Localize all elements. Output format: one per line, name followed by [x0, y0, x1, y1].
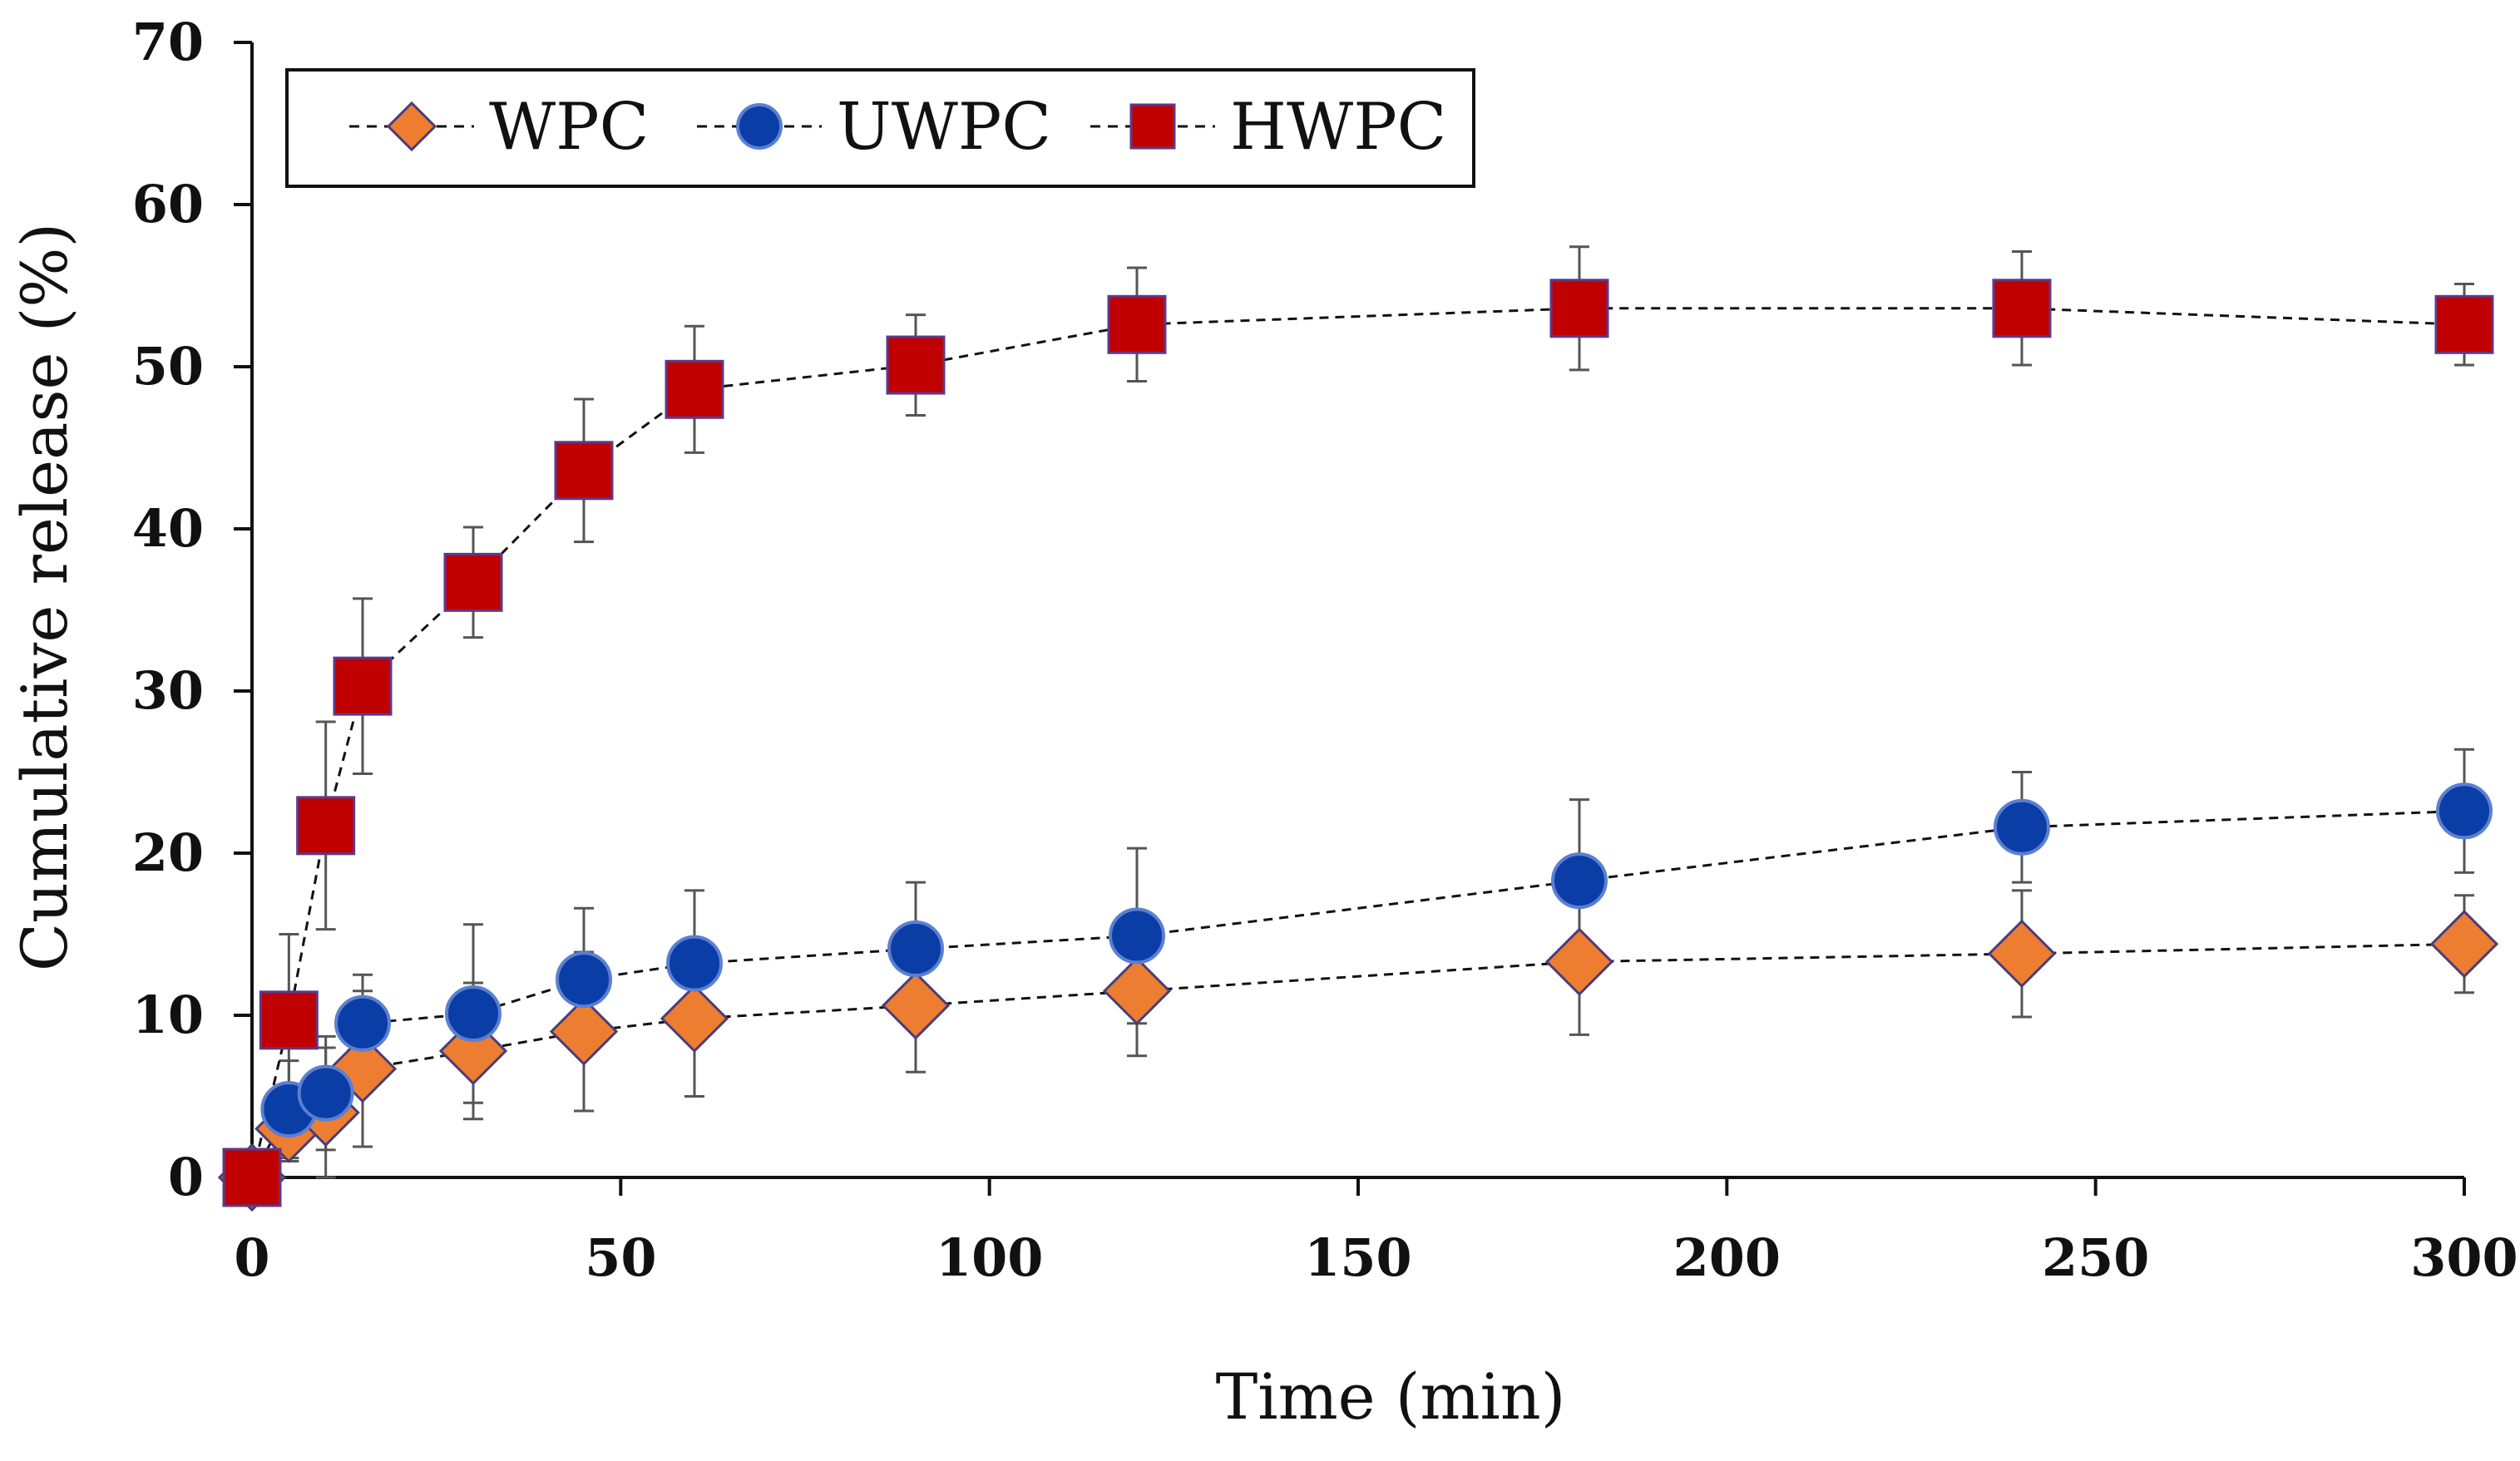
wpc-data-point	[1102, 956, 1172, 1025]
legend-item-hwpc: HWPC	[1090, 90, 1446, 165]
y-axis-title: Cumulative release (%)	[7, 223, 82, 971]
y-tick-label: 40	[132, 498, 204, 559]
uwpc-data-point	[666, 935, 723, 992]
legend-label-hwpc: HWPC	[1230, 90, 1446, 165]
hwpc-data-point	[1549, 279, 1609, 338]
x-tick-label: 300	[2410, 1227, 2518, 1288]
hwpc-data-point	[259, 990, 319, 1050]
plot-area	[217, 245, 2499, 1212]
wpc-data-point	[1544, 927, 1614, 996]
x-tick-label: 200	[1673, 1227, 1781, 1288]
hwpc-data-point	[554, 441, 614, 501]
hwpc-data-point	[665, 359, 724, 419]
hwpc-data-point	[296, 796, 356, 856]
wpc-data-point	[438, 1016, 508, 1086]
x-axis-title: Time (min)	[1216, 1360, 1566, 1434]
wpc-data-point	[1987, 919, 2057, 989]
y-tick-label: 60	[132, 174, 204, 234]
y-tick-label: 20	[132, 822, 204, 883]
uwpc-data-point	[1994, 798, 2050, 856]
legend-box	[285, 68, 1475, 188]
uwpc-data-point	[1109, 907, 1165, 965]
y-tick-label: 0	[168, 1147, 204, 1207]
wpc-data-point	[881, 971, 951, 1040]
legend-item-wpc: WPC	[349, 90, 649, 165]
legend-marker-hwpc	[1129, 103, 1176, 150]
y-tick-label: 30	[132, 660, 204, 721]
x-tick-label: 0	[234, 1227, 269, 1288]
hwpc-series-line	[250, 307, 2465, 1178]
axes: 0 10 20 30 40 50 60 70 0 50 100 150 200 250 300	[132, 12, 2518, 1288]
x-tick-label: 150	[1304, 1227, 1411, 1288]
hwpc-data-point	[2434, 294, 2494, 354]
hwpc-data-point	[1992, 279, 2052, 338]
hwpc-data-point	[333, 656, 393, 716]
legend-label-uwpc: UWPC	[837, 90, 1051, 165]
wpc-series-line	[250, 942, 2465, 1178]
y-tick-label: 70	[132, 12, 204, 72]
uwpc-data-point	[445, 985, 502, 1043]
legend: WPC UWPC HWPC	[285, 68, 1475, 188]
y-tick-label: 10	[132, 985, 204, 1045]
wpc-data-point	[549, 997, 619, 1066]
hwpc-data-point	[1107, 294, 1167, 354]
uwpc-data-point	[887, 921, 944, 978]
uwpc-markers	[224, 782, 2493, 1206]
legend-marker-wpc	[386, 101, 437, 152]
wpc-data-point	[2429, 910, 2499, 979]
uwpc-data-point	[1551, 852, 1608, 910]
uwpc-data-point	[2436, 782, 2493, 840]
x-tick-label: 250	[2042, 1227, 2149, 1288]
uwpc-error-bars	[279, 748, 2474, 1160]
legend-item-uwpc: UWPC	[697, 90, 1051, 165]
hwpc-markers	[222, 279, 2494, 1207]
y-tick-label: 50	[132, 336, 204, 397]
wpc-markers	[217, 910, 2499, 1212]
wpc-data-point	[328, 1034, 398, 1103]
hwpc-data-point	[886, 335, 946, 395]
legend-marker-uwpc	[736, 103, 783, 150]
hwpc-data-point	[443, 552, 503, 612]
hwpc-data-point	[222, 1148, 282, 1207]
uwpc-data-point	[556, 951, 612, 1009]
uwpc-data-point	[297, 1064, 354, 1122]
uwpc-data-point	[334, 995, 391, 1052]
x-tick-label: 100	[936, 1227, 1043, 1288]
x-tick-label: 50	[585, 1227, 656, 1288]
legend-label-wpc: WPC	[489, 90, 649, 165]
wpc-data-point	[660, 984, 729, 1054]
